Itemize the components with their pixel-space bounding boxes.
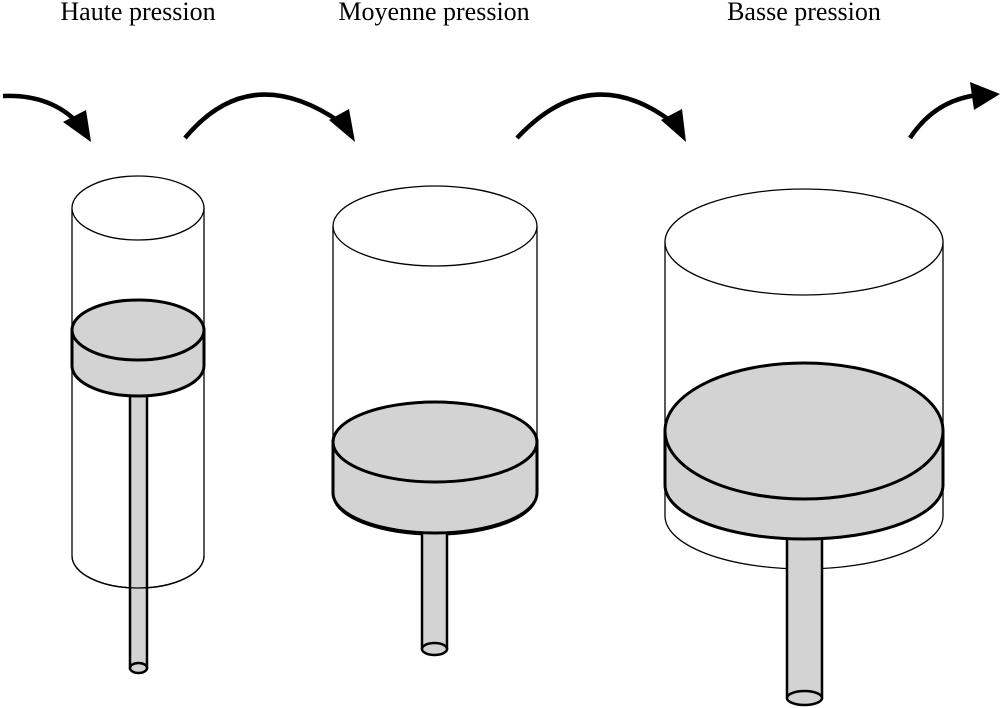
- cylinder-high-pressure: [70, 175, 206, 675]
- stage-label-high-pressure: Haute pression: [60, 0, 216, 26]
- cylinder-medium-pressure: [331, 185, 539, 657]
- piston-high-pressure: [70, 298, 206, 398]
- stage-label-medium-pressure: Moyenne pression: [338, 0, 530, 26]
- flow-arrow-medium-to-low: [515, 92, 686, 142]
- piston-low-pressure: [663, 361, 945, 541]
- piston-rod-low-pressure: [785, 518, 824, 707]
- stage-label-low-pressure: Basse pression: [727, 0, 881, 26]
- flow-arrow-high-to-medium: [183, 92, 355, 142]
- piston-medium-pressure: [331, 400, 539, 535]
- flow-arrow-inlet: [2, 93, 91, 142]
- flow-arrow-outlet: [908, 82, 1000, 140]
- cylinder-low-pressure: [663, 188, 945, 707]
- piston-rod-high-pressure: [128, 382, 149, 675]
- piston-rod-medium-pressure: [420, 513, 449, 657]
